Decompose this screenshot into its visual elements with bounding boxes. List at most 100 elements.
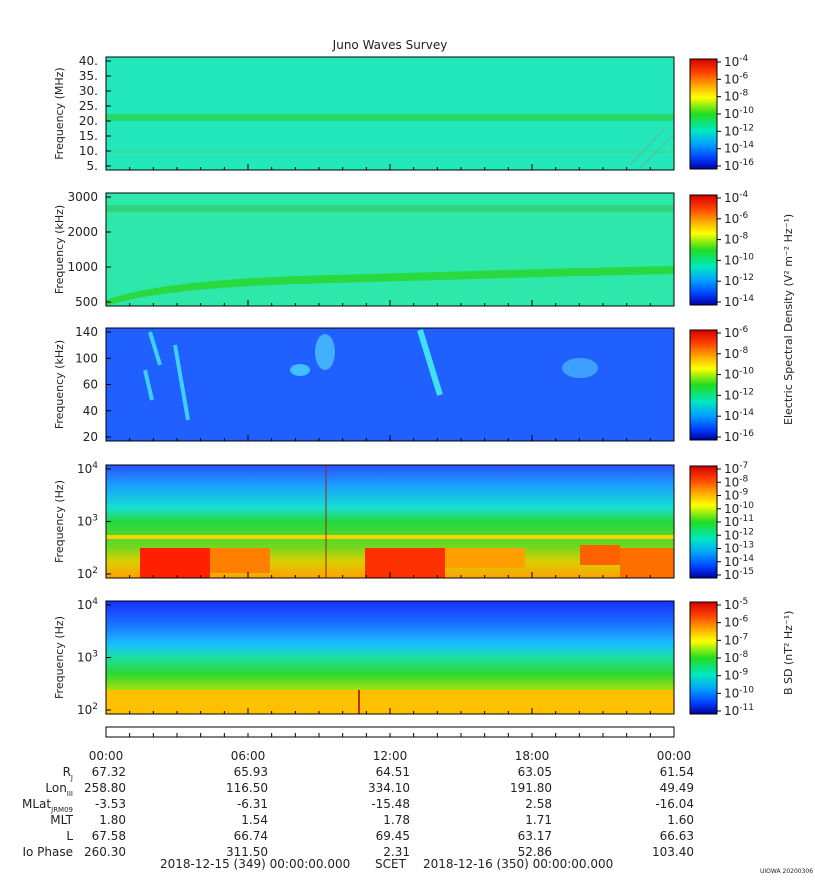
panel-5-ylabel: Frequency (Hz) [53,616,66,699]
colorbar-5-tick: 10-6 [724,615,749,630]
ephemeris-value: 63.17 [518,829,552,843]
ephemeris-value: -16.04 [655,797,694,811]
ephemeris-value: -6.31 [237,797,268,811]
time-tick-label: 00:00 [657,749,692,763]
panel-1-ytick: 40. [79,54,98,68]
ephemeris-value: 1.80 [99,813,126,827]
ephemeris-label: Io Phase [22,845,73,859]
panel-4-hot-6 [620,548,674,578]
panel-3-plot [106,328,674,441]
colorbar-1-tick: 10-8 [724,89,749,104]
panel-3-burst-1 [143,331,190,421]
panel-3-blob-2 [315,334,335,370]
colorbars [689,58,718,715]
panel-2-ylabel: Frequency (kHz) [53,205,66,294]
colorbar-3-tick: 10-16 [724,429,754,444]
panel-4-band [106,535,674,539]
panel-3-ylabel: Frequency (kHz) [53,340,66,429]
colorbar-2 [689,194,718,306]
panel-2-band-rising [106,266,674,306]
footer-stamp: UIOWA 20200306 [760,868,813,875]
footer-scet: SCET [375,857,407,871]
panel-1-ylabel: Frequency (MHz) [53,67,66,159]
panel-2-ytick: 500 [75,295,98,309]
panel-3-blob-3 [562,358,598,378]
panel-4-hot-2 [210,548,270,573]
ephemeris-value: 61.54 [660,765,694,779]
colorbar-3 [689,329,718,441]
colorbar-5-tick: 10-8 [724,650,749,665]
panel-1-ytick: 20. [79,114,98,128]
ephemeris-value: 67.58 [92,829,126,843]
ephemeris-value: 258.80 [84,781,126,795]
ephemeris-value: 66.74 [234,829,268,843]
ephemeris-value: 2.31 [383,845,410,859]
panel-2 [105,192,675,307]
ephemeris-label: RJ [63,765,73,782]
colorbar-4 [689,465,718,579]
panel-2-band-2000khz [106,205,674,212]
panel-3-ytick: 60 [83,378,98,392]
colorbar-5-label: B SD (nT² Hz⁻¹) [782,611,795,695]
panel-1 [105,56,675,171]
panel-1-ytick: 5. [87,159,98,173]
ephemeris-value: 66.63 [660,829,694,843]
colorbar-1-tick: 10-10 [724,106,754,121]
panel-1-feature [629,127,675,169]
panel-2-ytick: 2000 [67,225,98,239]
ephemeris-value: 64.51 [376,765,410,779]
panel-5 [105,600,675,715]
panel-3-burst-2 [417,329,443,396]
ephemeris-value: 103.40 [652,845,694,859]
ephemeris-value: 65.93 [234,765,268,779]
panel-1-plot [106,57,674,170]
panel-3-ytick: 140 [75,325,98,339]
ephemeris-value: 311.50 [226,845,268,859]
panel-1-ytick: 25. [79,99,98,113]
colorbar-3-tick: 10-10 [724,367,754,382]
colorbar-1-tick: 10-16 [724,158,754,173]
panel-4-hot-5 [580,545,620,565]
colorbar-2-tick: 10-12 [724,273,754,288]
colorbar-3-tick: 10-14 [724,408,754,423]
colorbar-5-tick: 10-9 [724,668,749,683]
ephemeris-value: 334.10 [368,781,410,795]
time-tick-label: 06:00 [231,749,266,763]
panel-4 [105,464,675,579]
colorbar-3-tick: 10-6 [724,325,749,340]
colorbar-2-tick: 10-4 [724,190,749,205]
ephemeris-value: 1.71 [525,813,552,827]
ephemeris-value: 63.05 [518,765,552,779]
figure-title: Juno Waves Survey [332,38,448,52]
panel-1-ytick: 35. [79,69,98,83]
panel-4-hot-3 [365,548,445,578]
colorbar-2-tick: 10-14 [724,294,754,309]
colorbar-4-tick: 10-15 [724,567,754,582]
colorbar-5-tick: 10-5 [724,597,748,612]
panel-4-hot-4 [445,548,525,568]
colorbar-1-tick: 10-4 [724,54,749,69]
colorbar-2-label: Electric Spectral Density (V² m⁻² Hz⁻¹) [782,214,795,425]
colorbar-5 [689,601,718,715]
panel-5-ytick: 102 [77,702,98,717]
ephemeris-label: MLatJRM09 [22,797,73,814]
footer-start: 2018-12-15 (349) 00:00:00.000 [160,857,350,871]
panel-1-ytick: 15. [79,129,98,143]
panel-1-band-20mhz [106,114,674,121]
panel-5-ytick: 103 [77,650,98,665]
ephemeris-value: -3.53 [95,797,126,811]
panel-4-ytick: 103 [77,514,98,529]
panel-3-ytick: 100 [75,351,98,365]
ephemeris-value: 69.45 [376,829,410,843]
ephemeris-value: 191.80 [510,781,552,795]
colorbar-2-tick: 10-8 [724,232,749,247]
panel-3-ytick: 20 [83,430,98,444]
colorbar-1-tick: 10-12 [724,123,754,138]
ephemeris-value: -15.48 [371,797,410,811]
colorbar-5-tick: 10-11 [724,703,754,718]
time-tick-label: 18:00 [515,749,550,763]
panel-4-hot-1 [140,548,210,578]
ephemeris-value: 1.54 [241,813,268,827]
time-tick-label: 12:00 [373,749,408,763]
